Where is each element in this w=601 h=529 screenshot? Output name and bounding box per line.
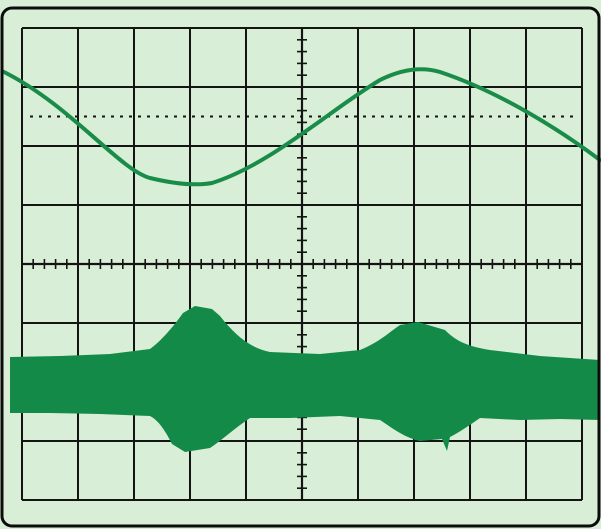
screen-frame (0, 6, 601, 528)
modulated-signal-band (10, 306, 600, 452)
sine-wave-trace (2, 67, 601, 187)
